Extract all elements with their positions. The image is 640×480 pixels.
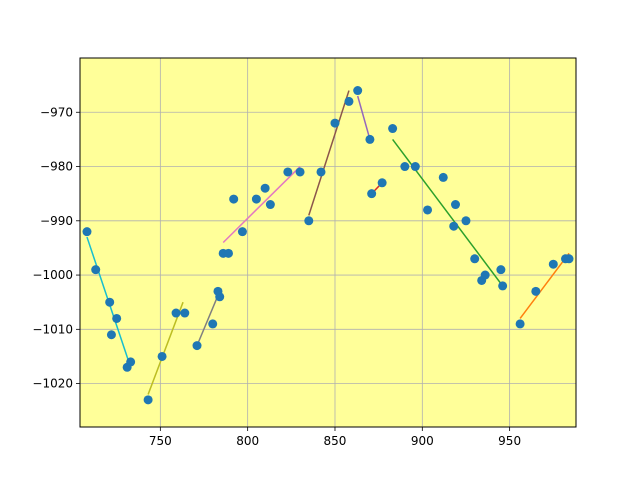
- data-point: [423, 205, 433, 215]
- data-point: [126, 357, 136, 367]
- y-tick-label: −1010: [32, 322, 73, 336]
- trend-segment: [392, 138, 504, 287]
- data-point: [223, 248, 233, 258]
- data-point: [295, 167, 305, 177]
- data-point: [180, 308, 190, 318]
- data-point: [112, 313, 122, 323]
- data-point: [438, 172, 448, 182]
- data-point: [208, 319, 218, 329]
- x-tick-label: 950: [498, 434, 521, 448]
- trend-segment: [308, 90, 350, 216]
- x-tick-label: 800: [236, 434, 259, 448]
- data-point: [316, 167, 326, 177]
- trend-segment: [196, 291, 221, 346]
- y-tick-label: −980: [40, 160, 73, 174]
- data-points: [82, 86, 574, 405]
- plot-frame: [79, 57, 577, 428]
- data-point: [388, 124, 398, 134]
- data-point: [192, 341, 202, 351]
- data-point: [143, 395, 153, 405]
- data-point: [304, 216, 314, 226]
- data-point: [377, 178, 387, 188]
- data-point: [449, 221, 459, 231]
- trend-segment: [519, 252, 570, 319]
- data-point: [353, 86, 363, 96]
- data-point: [283, 167, 293, 177]
- x-tick-label: 850: [324, 434, 347, 448]
- data-point: [367, 189, 377, 199]
- data-point: [365, 134, 375, 144]
- data-point: [260, 183, 270, 193]
- data-point: [496, 265, 506, 275]
- data-point: [229, 194, 239, 204]
- data-point: [498, 281, 508, 291]
- trend-segments: [86, 90, 570, 395]
- data-point: [265, 200, 275, 210]
- y-axis: −970 −980 −990 −1000 −1010 −1020: [32, 105, 80, 391]
- trend-segment: [356, 95, 371, 140]
- data-point: [91, 265, 101, 275]
- data-point: [548, 259, 558, 269]
- y-tick-label: −1000: [32, 268, 73, 282]
- y-tick-label: −1020: [32, 377, 73, 391]
- data-point: [461, 216, 471, 226]
- data-point: [215, 292, 225, 302]
- data-point: [105, 297, 115, 307]
- x-tick-label: 900: [411, 434, 434, 448]
- data-point: [480, 270, 490, 280]
- x-tick-label: 750: [149, 434, 172, 448]
- x-axis: 750 800 850 900 950: [149, 427, 521, 448]
- data-point: [330, 118, 340, 128]
- plot-background: [80, 58, 576, 427]
- data-point: [410, 162, 420, 172]
- y-tick-label: −990: [40, 214, 73, 228]
- data-point: [251, 194, 261, 204]
- data-point: [531, 286, 541, 296]
- data-point: [400, 162, 410, 172]
- y-tick-label: −970: [40, 105, 73, 119]
- data-point: [82, 227, 92, 237]
- data-point: [171, 308, 181, 318]
- data-point: [344, 96, 354, 106]
- trend-segment: [147, 301, 184, 395]
- data-point: [564, 254, 574, 264]
- data-point: [237, 227, 247, 237]
- data-point: [157, 351, 167, 361]
- trend-segment: [222, 165, 301, 244]
- data-point: [106, 330, 116, 340]
- data-point: [515, 319, 525, 329]
- data-point: [450, 200, 460, 210]
- data-point: [470, 254, 480, 264]
